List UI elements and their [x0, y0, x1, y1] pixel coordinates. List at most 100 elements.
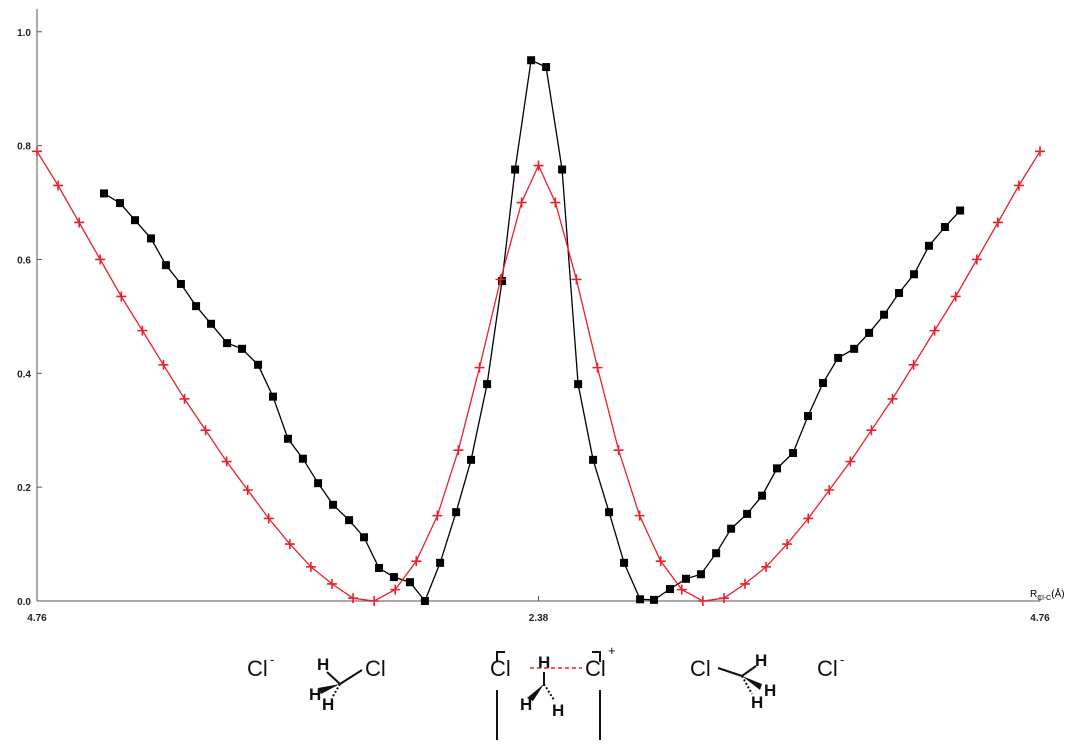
marker-cross — [305, 561, 316, 572]
marker-square — [467, 455, 476, 464]
marker-cross — [887, 393, 898, 404]
marker-cross — [95, 254, 106, 265]
marker-cross — [200, 425, 211, 436]
marker-cross — [411, 556, 422, 567]
bracket — [496, 651, 505, 740]
marker-cross — [550, 197, 561, 208]
marker-square — [909, 270, 918, 279]
atom: H — [309, 685, 321, 704]
marker-square — [818, 378, 827, 387]
marker-cross — [908, 359, 919, 370]
marker-cross — [158, 359, 169, 370]
marker-cross — [697, 596, 708, 606]
marker-square — [620, 558, 629, 567]
charge: - — [840, 652, 844, 667]
series — [32, 146, 1045, 606]
marker-square — [238, 344, 247, 353]
marker-square — [665, 585, 674, 594]
atom: Cl — [585, 656, 606, 681]
atom: Cl — [490, 656, 511, 681]
atom: H — [322, 695, 334, 714]
atom: H — [538, 653, 550, 672]
marker-cross — [929, 325, 940, 336]
marker-square — [176, 279, 185, 288]
series-line — [36, 150, 1041, 602]
marker-cross — [74, 217, 85, 228]
marker-cross — [453, 445, 464, 456]
marker-cross — [824, 485, 835, 495]
marker-square — [804, 412, 813, 420]
atom: Cl — [690, 656, 711, 681]
marker-cross — [533, 160, 544, 171]
marker-cross — [592, 362, 603, 373]
marker-cross — [284, 539, 295, 550]
marker-cross — [782, 539, 793, 550]
hash-bond — [331, 683, 341, 699]
marker-cross — [676, 584, 687, 595]
marker-square — [743, 509, 752, 518]
bond — [326, 671, 341, 685]
marker-square — [436, 558, 445, 567]
marker-cross — [761, 561, 772, 572]
y-tick-label: 0.2 — [17, 483, 31, 494]
atom: H — [755, 651, 767, 670]
marker-cross — [474, 362, 485, 373]
marker-cross — [32, 146, 42, 157]
atom: H — [317, 655, 329, 674]
x-label-unit: (Å) — [1051, 587, 1064, 600]
charge: + — [608, 643, 616, 658]
marker-square — [298, 454, 307, 463]
wedge — [527, 684, 544, 701]
structure-left: Cl - H Cl H H — [247, 652, 386, 714]
marker-square — [758, 491, 767, 500]
marker-square — [329, 500, 338, 509]
marker-square — [605, 508, 614, 517]
marker-square — [527, 56, 536, 65]
marker-cross — [432, 510, 443, 521]
marker-square — [649, 595, 658, 604]
marker-cross — [655, 556, 666, 567]
marker-cross — [634, 510, 645, 521]
marker-square — [558, 165, 567, 174]
marker-square — [924, 241, 933, 250]
marker-cross — [242, 485, 253, 495]
x-tick-label: 2.38 — [529, 613, 549, 624]
marker-cross — [718, 593, 729, 604]
y-tick-label: 1.0 — [17, 28, 31, 39]
marker-cross — [53, 180, 64, 191]
atom: Cl — [247, 656, 268, 681]
marker-cross — [348, 593, 359, 604]
marker-square — [116, 199, 125, 208]
marker-square — [130, 216, 139, 225]
marker-square — [192, 302, 201, 311]
marker-square — [895, 289, 904, 298]
marker-square — [283, 434, 292, 443]
marker-cross — [495, 274, 506, 285]
marker-square — [498, 277, 507, 286]
marker-cross — [327, 578, 337, 589]
marker-square — [374, 563, 383, 572]
marker-cross — [1035, 146, 1045, 157]
marker-square — [850, 344, 859, 353]
marker-square — [452, 508, 461, 517]
structure-middle: + Cl H Cl H H — [490, 643, 616, 740]
marker-square — [574, 380, 583, 389]
marker-square — [880, 310, 889, 319]
bracket — [592, 651, 601, 740]
marker-cross — [390, 584, 401, 595]
y-tick-label: 0.4 — [17, 369, 31, 380]
marker-square — [100, 189, 109, 198]
hash-bond — [741, 675, 753, 695]
marker-square — [834, 353, 843, 362]
charge: - — [270, 652, 274, 667]
marker-square — [956, 206, 965, 215]
y-tick-label: 0.0 — [17, 597, 31, 608]
marker-square — [405, 578, 414, 587]
marker-square — [314, 479, 323, 488]
marker-square — [542, 63, 551, 72]
bond — [741, 665, 757, 677]
marker-cross — [740, 578, 750, 589]
marker-square — [865, 328, 874, 337]
hash-bond — [543, 683, 555, 701]
marker-cross — [803, 513, 814, 524]
